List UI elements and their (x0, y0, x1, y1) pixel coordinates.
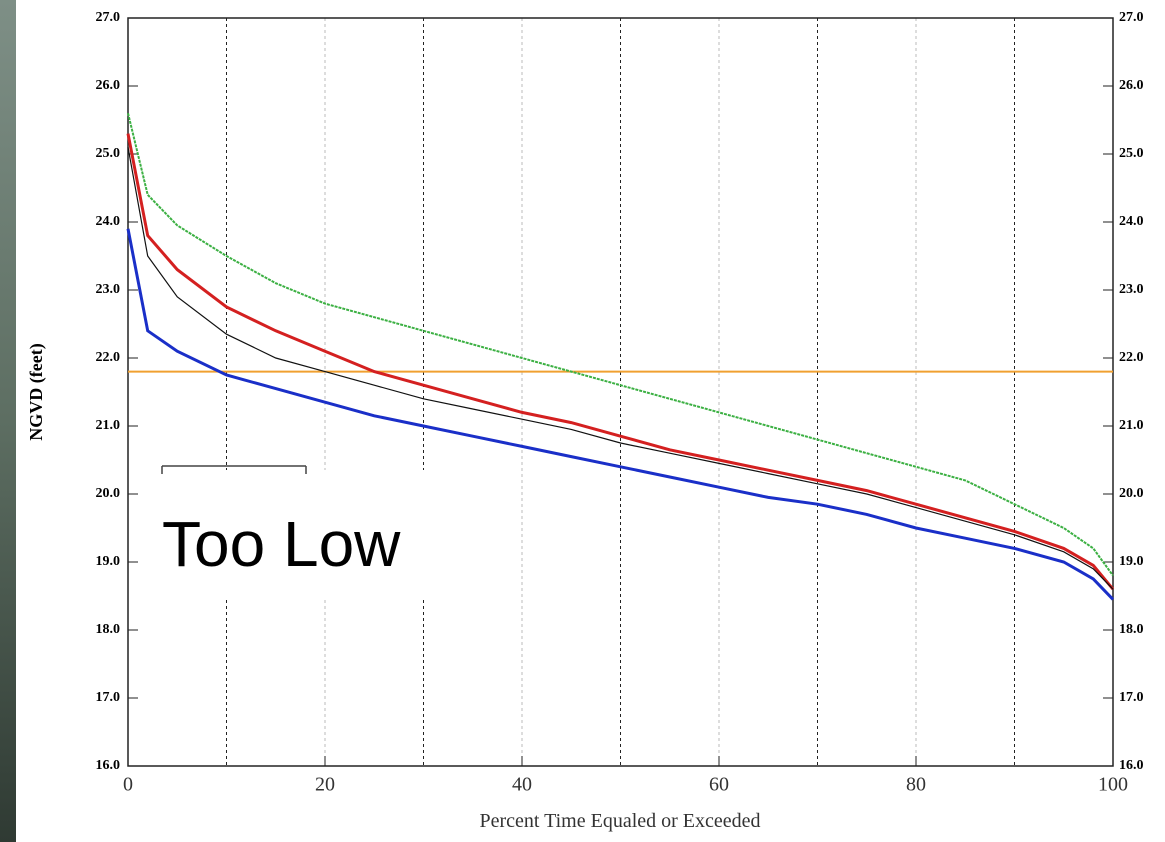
series-line (127, 112, 1114, 577)
y2-tick-label: 17.0 (1119, 690, 1144, 705)
x-tick-label: 20 (315, 774, 335, 796)
y-tick-label: 20.0 (96, 486, 121, 501)
y2-tick-label: 25.0 (1119, 146, 1144, 161)
y-tick-label: 18.0 (96, 622, 121, 637)
y-tick-label: 16.0 (96, 758, 121, 773)
y2-tick-label: 19.0 (1119, 554, 1144, 569)
y2-tick-label: 16.0 (1119, 758, 1144, 773)
y-tick-label: 19.0 (96, 554, 121, 569)
x-tick-label: 60 (709, 774, 729, 796)
y-tick-label: 17.0 (96, 690, 121, 705)
series-line (126, 133, 1115, 591)
y-tick-label: 26.0 (96, 78, 121, 93)
y2-tick-label: 23.0 (1119, 282, 1144, 297)
y-tick-label: 24.0 (96, 214, 121, 229)
y2-tick-label: 21.0 (1119, 418, 1144, 433)
background-strip (0, 0, 16, 842)
plot-frame (127, 17, 1114, 767)
x-tick-label: 80 (906, 774, 926, 796)
y2-tick-label: 18.0 (1119, 622, 1144, 637)
series-line (126, 228, 1115, 601)
y-tick-label: 23.0 (96, 282, 121, 297)
y-tick-label: 27.0 (96, 10, 121, 25)
y2-tick-label: 24.0 (1119, 214, 1144, 229)
y2-tick-label: 27.0 (1119, 10, 1144, 25)
x-axis-label: Percent Time Equaled or Exceeded (479, 810, 760, 832)
x-tick-label: 100 (1098, 774, 1128, 796)
series-line (127, 147, 1114, 590)
y-tick-label: 21.0 (96, 418, 121, 433)
x-tick-label: 0 (123, 774, 133, 796)
y2-tick-label: 26.0 (1119, 78, 1144, 93)
y-axis-label: NGVD (feet) (26, 343, 47, 440)
annotation: Too Low (162, 508, 401, 580)
x-tick-label: 40 (512, 774, 532, 796)
y2-tick-label: 22.0 (1119, 350, 1144, 365)
annotation-box (150, 470, 505, 597)
y2-tick-label: 20.0 (1119, 486, 1144, 501)
y-tick-label: 25.0 (96, 146, 121, 161)
y-tick-label: 22.0 (96, 350, 121, 365)
